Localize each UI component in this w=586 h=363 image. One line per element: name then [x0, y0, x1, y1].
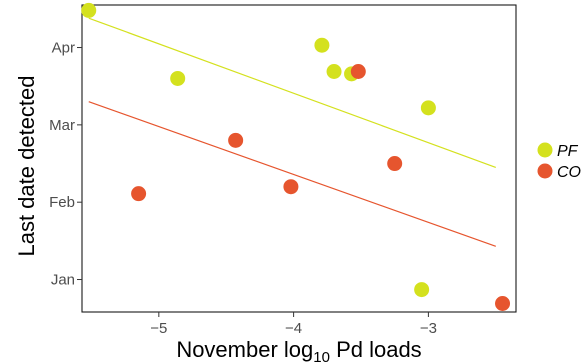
point-co: [283, 179, 299, 195]
y-tick-label: Mar: [49, 117, 75, 134]
point-co: [495, 295, 511, 311]
x-axis-title-suffix: Pd loads: [330, 337, 422, 362]
y-tick-label: Feb: [49, 194, 75, 211]
x-tick-label: −3: [420, 320, 437, 337]
x-tick-label: −4: [285, 320, 302, 337]
point-pf: [326, 64, 342, 80]
legend-key-pf: [537, 142, 553, 158]
x-axis-title-subscript: 10: [313, 349, 330, 363]
plot-panel: [81, 4, 517, 313]
y-tick-label: Jan: [51, 272, 75, 289]
x-axis-title: November log10 Pd loads: [176, 337, 421, 363]
point-pf: [414, 282, 430, 298]
y-tick-label: Apr: [52, 40, 75, 57]
point-pf: [170, 70, 186, 86]
legend-label-co: CO: [557, 164, 581, 181]
point-co: [350, 64, 366, 80]
legend-label-pf: PF: [557, 143, 579, 160]
point-pf: [314, 37, 330, 53]
legend-key-co: [537, 163, 553, 179]
point-co: [228, 132, 244, 148]
trend-line-pf: [88, 17, 496, 168]
y-axis-title: Last date detected: [14, 75, 39, 256]
data-points: [81, 2, 511, 311]
x-axis-ticks: −5 −4 −3: [150, 312, 437, 337]
point-co: [131, 186, 147, 202]
trend-lines: [88, 17, 496, 247]
x-tick-label: −5: [150, 320, 167, 337]
trend-line-co: [88, 101, 496, 247]
point-pf: [81, 2, 97, 18]
legend: PF CO: [537, 142, 581, 181]
point-pf: [420, 100, 436, 116]
x-axis-title-prefix: November log: [176, 337, 313, 362]
y-axis-ticks: Jan Feb Mar Apr: [49, 40, 82, 289]
point-co: [387, 156, 403, 172]
